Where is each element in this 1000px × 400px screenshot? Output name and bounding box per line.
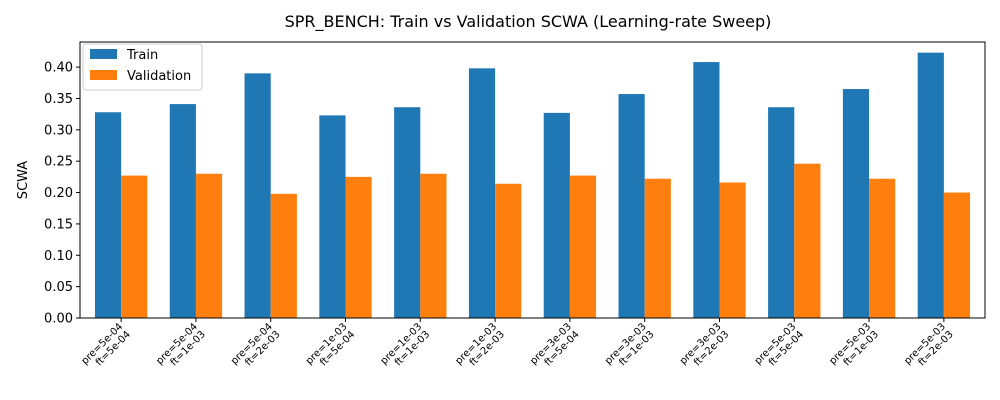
- y-tick-label: 0.15: [44, 217, 73, 232]
- bar-train-8: [618, 94, 645, 319]
- bar-train-6: [468, 68, 496, 318]
- x-tick-label: pre=5e-04ft=1e-03: [154, 321, 207, 374]
- bars-layer: [94, 52, 971, 319]
- y-tick-label: 0.20: [44, 186, 73, 201]
- y-tick-label: 0.00: [44, 312, 73, 327]
- bar-validation-1: [121, 175, 148, 318]
- chart-title: SPR_BENCH: Train vs Validation SCWA (Lea…: [285, 12, 772, 32]
- y-axis-label: SCWA: [16, 161, 31, 199]
- legend-swatch-validation: [90, 70, 117, 80]
- bar-validation-5: [420, 173, 447, 318]
- bar-train-4: [319, 115, 346, 319]
- legend-swatch-train: [90, 49, 117, 59]
- x-tick-label: pre=1e-03ft=5e-04: [304, 321, 357, 374]
- legend-label-validation: Validation: [127, 69, 191, 84]
- bar-train-10: [768, 107, 795, 319]
- bar-train-5: [394, 107, 421, 319]
- bar-validation-12: [943, 192, 971, 318]
- bar-validation-2: [195, 173, 223, 318]
- y-tick-label: 0.25: [44, 155, 73, 170]
- x-tick-label: pre=5e-03ft=1e-03: [827, 321, 880, 374]
- bar-validation-11: [869, 178, 896, 318]
- bar-train-1: [94, 112, 122, 318]
- bar-validation-10: [794, 163, 821, 318]
- x-axis: pre=5e-04ft=5e-04 pre=5e-04ft=1e-03 pre=5e…: [80, 318, 956, 374]
- y-tick-label: 0.35: [44, 92, 73, 107]
- bar-train-12: [917, 52, 944, 318]
- y-tick-label: 0.30: [44, 123, 73, 138]
- bar-validation-7: [569, 175, 597, 318]
- bar-validation-8: [644, 178, 671, 318]
- y-axis: 0.00 0.05 0.10 0.15 0.20 0.25 0.30 0.35 0.40: [44, 61, 80, 327]
- bar-validation-4: [345, 176, 372, 318]
- x-tick-label: pre=5e-03ft=5e-04: [753, 321, 806, 374]
- bar-validation-9: [719, 182, 746, 318]
- plot-frame: [79, 41, 986, 319]
- x-tick-label: pre=1e-03ft=2e-03: [454, 321, 507, 374]
- x-tick-label: pre=5e-03ft=2e-03: [902, 321, 955, 374]
- x-tick-label: pre=5e-04ft=2e-03: [229, 321, 282, 374]
- x-tick-label: pre=3e-03ft=2e-03: [678, 321, 731, 374]
- y-tick-label: 0.40: [44, 61, 73, 76]
- legend: Train Validation: [82, 43, 203, 91]
- x-tick-label: pre=5e-04ft=5e-04: [80, 321, 133, 374]
- x-tick-label: pre=1e-03ft=1e-03: [379, 321, 432, 374]
- y-tick-label: 0.05: [44, 280, 73, 295]
- x-tick-label: pre=3e-03ft=1e-03: [603, 321, 656, 374]
- x-tick-label: pre=3e-03ft=5e-04: [528, 321, 581, 374]
- bar-train-2: [169, 104, 196, 318]
- bar-train-3: [244, 73, 271, 318]
- bar-validation-3: [270, 193, 297, 318]
- bar-train-9: [693, 62, 720, 319]
- y-tick-label: 0.10: [44, 249, 73, 264]
- bar-train-11: [842, 89, 870, 318]
- legend-label-train: Train: [126, 48, 158, 63]
- bar-validation-6: [495, 183, 522, 318]
- bar-train-7: [543, 112, 570, 318]
